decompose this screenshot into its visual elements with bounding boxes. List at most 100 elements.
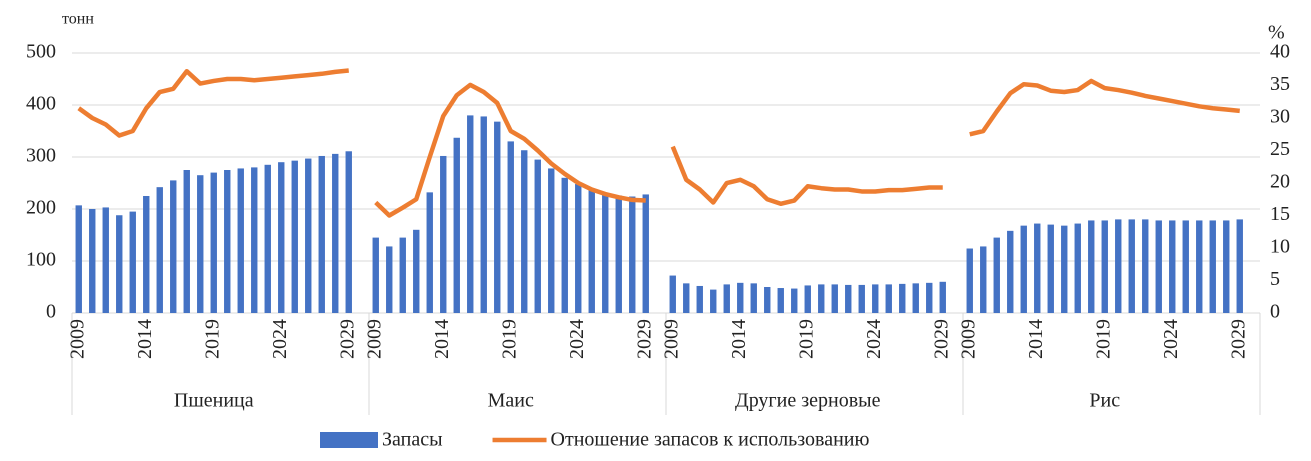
bar bbox=[1236, 219, 1243, 313]
x-tick-label: 2029 bbox=[1227, 319, 1249, 359]
bar bbox=[1128, 219, 1135, 313]
bar bbox=[737, 282, 744, 313]
group-label: Другие зерновые bbox=[735, 390, 881, 412]
bar bbox=[899, 283, 906, 313]
bar bbox=[1223, 220, 1230, 313]
bar bbox=[440, 155, 447, 313]
line bbox=[969, 78, 1240, 137]
bar bbox=[129, 211, 136, 313]
bar bbox=[1101, 220, 1108, 313]
x-tick-label: 2014 bbox=[728, 319, 750, 359]
y2-tick-label: 15 bbox=[1270, 203, 1290, 225]
bar bbox=[1142, 219, 1149, 313]
y2-tick-label: 5 bbox=[1270, 268, 1280, 290]
y2-axis-label: % bbox=[1268, 22, 1285, 44]
group-label: Пшеница bbox=[174, 390, 254, 412]
bar bbox=[1196, 220, 1203, 313]
y-tick-label: 200 bbox=[26, 197, 56, 219]
bar bbox=[683, 283, 690, 313]
bar bbox=[764, 287, 771, 313]
bar bbox=[791, 288, 798, 313]
x-tick-label: 2024 bbox=[863, 319, 885, 359]
x-tick-label: 2014 bbox=[134, 319, 156, 359]
bar bbox=[818, 284, 825, 313]
bar bbox=[1209, 220, 1216, 313]
bar bbox=[1115, 219, 1122, 313]
legend-label: Запасы bbox=[382, 429, 443, 451]
bar bbox=[872, 284, 879, 313]
bar bbox=[75, 205, 82, 313]
bar bbox=[143, 196, 150, 313]
x-tick-label: 2019 bbox=[201, 319, 223, 359]
x-tick-label: 2029 bbox=[336, 319, 358, 359]
bar bbox=[750, 283, 757, 313]
bar bbox=[1182, 220, 1189, 313]
bar bbox=[1155, 220, 1162, 313]
x-tick-label: 2024 bbox=[1160, 319, 1182, 359]
bar bbox=[116, 215, 123, 313]
y2-tick-label: 40 bbox=[1270, 41, 1290, 63]
bar bbox=[966, 248, 973, 313]
x-tick-label: 2019 bbox=[795, 319, 817, 359]
bar bbox=[885, 284, 892, 313]
bar bbox=[980, 246, 987, 313]
y2-tick-label: 35 bbox=[1270, 73, 1290, 95]
y2-tick-label: 20 bbox=[1270, 171, 1290, 193]
bar bbox=[561, 177, 568, 313]
line bbox=[374, 82, 646, 218]
bar bbox=[1047, 224, 1054, 313]
bar bbox=[318, 155, 325, 313]
bar bbox=[224, 170, 231, 313]
bar bbox=[264, 164, 271, 313]
bar bbox=[629, 196, 636, 313]
bar bbox=[710, 289, 717, 313]
x-tick-label: 2009 bbox=[660, 319, 682, 359]
bar bbox=[251, 167, 258, 313]
bar bbox=[89, 209, 96, 313]
bar bbox=[372, 237, 379, 313]
y-tick-label: 400 bbox=[26, 93, 56, 115]
bar bbox=[642, 194, 649, 313]
bar bbox=[1034, 223, 1041, 313]
bar bbox=[1061, 225, 1068, 313]
y2-tick-label: 30 bbox=[1270, 106, 1290, 128]
y-tick-label: 300 bbox=[26, 145, 56, 167]
x-tick-label: 2024 bbox=[566, 319, 588, 359]
bar bbox=[345, 151, 352, 313]
bar bbox=[912, 283, 919, 313]
bar bbox=[156, 187, 163, 313]
bar bbox=[197, 175, 204, 313]
x-tick-label: 2014 bbox=[1025, 319, 1047, 359]
y-tick-label: 500 bbox=[26, 41, 56, 63]
bar bbox=[858, 284, 865, 313]
bar bbox=[1007, 230, 1014, 313]
y-tick-label: 100 bbox=[26, 249, 56, 271]
bar bbox=[1020, 225, 1027, 313]
bar bbox=[588, 189, 595, 313]
x-tick-label: 2009 bbox=[957, 319, 979, 359]
bar bbox=[399, 237, 406, 313]
bar bbox=[804, 285, 811, 313]
bar bbox=[210, 172, 217, 313]
bar bbox=[669, 275, 676, 313]
bar bbox=[183, 170, 190, 313]
bar bbox=[278, 162, 285, 313]
bar bbox=[845, 284, 852, 313]
bar bbox=[426, 192, 433, 313]
y-tick-label: 0 bbox=[46, 301, 56, 323]
bar bbox=[1074, 223, 1081, 313]
legend-label: Отношение запасов к использованию bbox=[551, 429, 870, 451]
bar bbox=[386, 246, 393, 313]
bar bbox=[332, 153, 339, 313]
bar bbox=[291, 160, 298, 313]
group-label: Рис bbox=[1089, 390, 1120, 412]
bar bbox=[1169, 220, 1176, 313]
x-tick-label: 2009 bbox=[363, 319, 385, 359]
bar bbox=[1088, 220, 1095, 313]
bar bbox=[413, 229, 420, 313]
bar bbox=[615, 195, 622, 313]
bar bbox=[926, 282, 933, 313]
bar bbox=[602, 193, 609, 313]
x-tick-label: 2014 bbox=[431, 319, 453, 359]
